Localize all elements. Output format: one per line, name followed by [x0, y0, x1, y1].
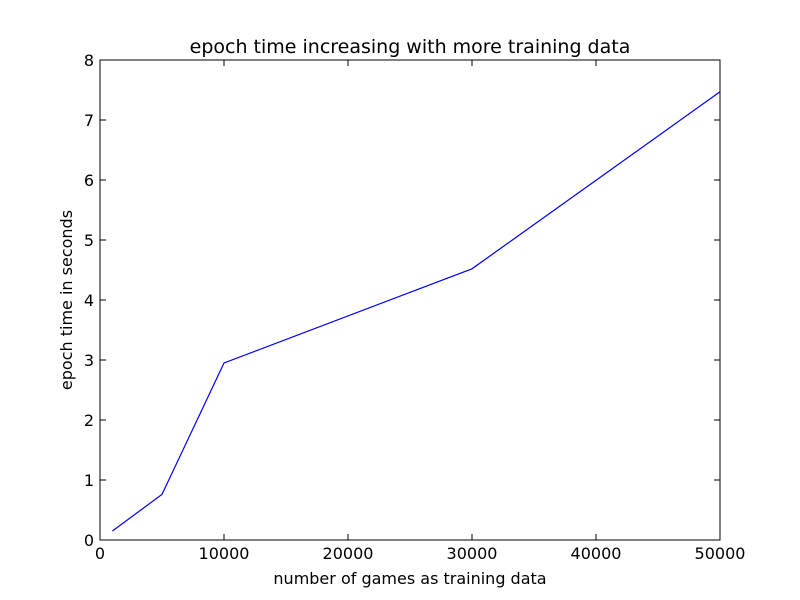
series-layer: [112, 91, 721, 532]
y-axis: 0 1 2 3 4 5 6 7 8: [84, 51, 720, 550]
x-axis: 0 10000 20000 30000 40000 50000: [95, 60, 746, 563]
plot-frame: [99, 59, 721, 541]
x-tick-label: 50000: [695, 544, 746, 563]
y-tick-label: 3: [84, 351, 94, 370]
plot-area: [99, 59, 721, 541]
y-tick-label: 8: [84, 51, 94, 70]
y-axis-label: epoch time in seconds: [57, 210, 76, 390]
y-tick-label: 5: [84, 231, 94, 250]
x-tick-label: 30000: [447, 544, 498, 563]
y-tick-label: 2: [84, 411, 94, 430]
x-tick-label: 10000: [199, 544, 250, 563]
x-tick-label: 20000: [323, 544, 374, 563]
x-tick-label: 0: [95, 544, 105, 563]
chart-title: epoch time increasing with more training…: [190, 36, 631, 58]
x-tick-label: 40000: [571, 544, 622, 563]
y-tick-label: 1: [84, 471, 94, 490]
x-axis-label: number of games as training data: [273, 569, 546, 588]
y-tick-label: 6: [84, 171, 94, 190]
y-tick-label: 0: [84, 531, 94, 550]
y-tick-label: 7: [84, 111, 94, 130]
y-tick-label: 4: [84, 291, 94, 310]
